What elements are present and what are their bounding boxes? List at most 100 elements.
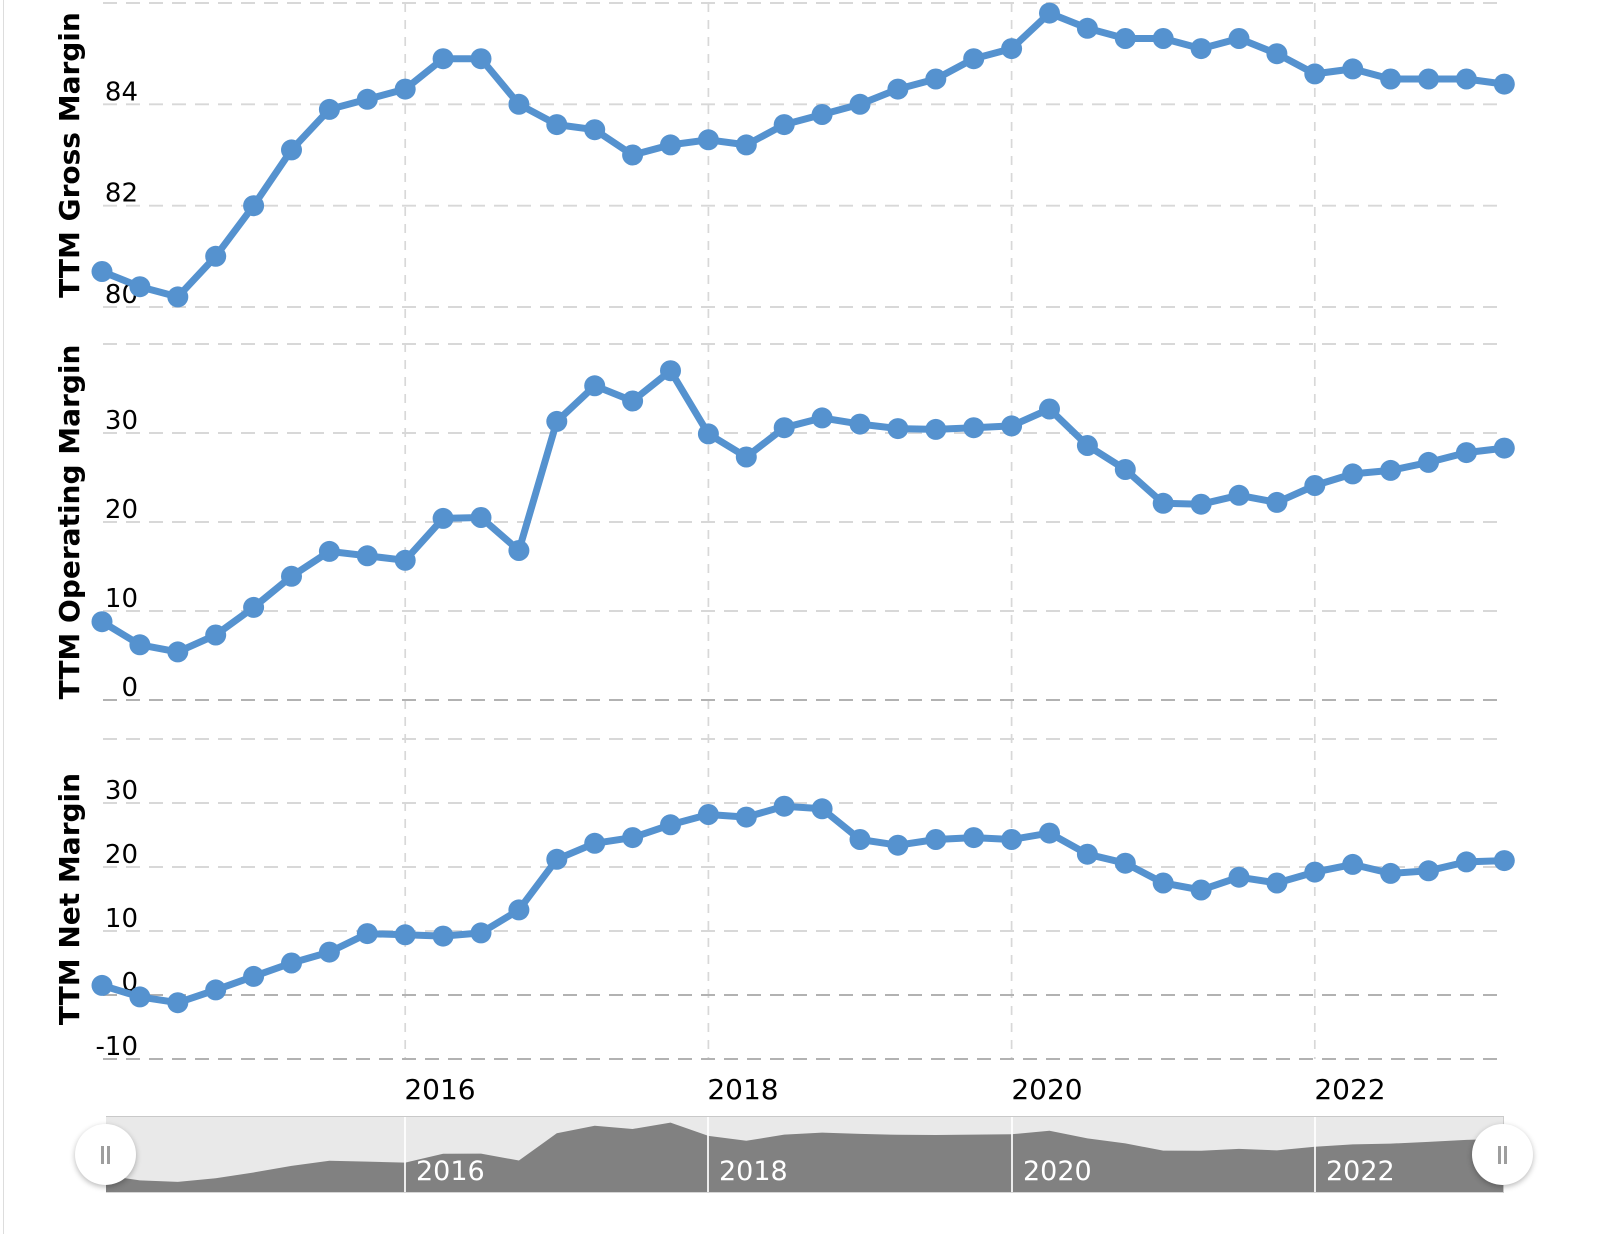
data-point [811,798,833,820]
data-point [1190,493,1212,515]
data-point [1493,73,1515,95]
y-tick-label: 0 [121,673,138,703]
range-navigator[interactable]: 2016 2018 2020 2022 [0,1116,1604,1193]
data-point [546,848,568,870]
operating-margin-axis-title: TTM Operating Margin [53,344,86,700]
data-point [849,413,871,435]
page-left-edge [0,0,4,1234]
data-point [394,78,416,100]
data-point [129,634,151,656]
data-point [1455,851,1477,873]
data-point [887,834,909,856]
data-point [660,814,681,836]
data-point [887,78,909,100]
data-point [963,417,985,439]
data-point [1380,862,1402,884]
navigator-year-label-2022: 2022 [1326,1156,1395,1187]
data-point [1114,459,1136,480]
data-point [356,545,378,567]
navigator-left-handle[interactable] [75,1124,136,1185]
data-point [281,139,302,161]
navigator-right-handle[interactable] [1472,1124,1533,1185]
data-point [1304,63,1326,85]
ttm-operating-margin-chart: 30 20 10 0 [91,343,1515,703]
data-point [773,114,795,136]
data-point [1114,28,1136,49]
y-tick-label: 84 [105,77,138,107]
data-point [167,992,189,1014]
data-point [129,986,151,1008]
navigator-area [106,1122,1503,1192]
navigator-year-label-2018: 2018 [719,1156,788,1187]
data-point [1342,463,1364,485]
data-point [1001,38,1023,60]
navigator-gridline-2016 [404,1117,406,1192]
gross-margin-axis-title: TTM Gross Margin [53,12,86,298]
data-point [470,48,492,70]
data-point [1418,451,1439,473]
data-point [735,134,757,156]
data-point [1304,861,1326,883]
data-point [1039,2,1060,24]
drag-grip-icon [107,1145,110,1164]
data-point [1418,860,1439,882]
data-point [546,410,568,432]
y-tick-label: 82 [105,179,138,209]
data-point [281,952,302,974]
data-point [1152,872,1174,894]
ttm-net-margin-series-line [98,802,1508,1007]
data-point [1001,829,1023,850]
x-axis-year-label-2022: 2022 [1314,1073,1386,1106]
data-point [660,360,681,382]
data-point [167,641,189,663]
navigator-year-label-2020: 2020 [1023,1156,1092,1187]
data-point [356,88,378,110]
data-point [281,565,302,587]
data-point [697,423,719,445]
data-point [735,446,757,468]
data-point [91,611,113,633]
data-point [1266,872,1288,894]
navigator-gridline-2018 [707,1117,709,1192]
data-point [773,417,795,439]
y-tick-label: 30 [105,776,138,806]
data-point [432,507,454,529]
data-point [887,418,909,440]
data-point [318,941,340,963]
data-point [508,540,530,561]
data-point [243,195,265,217]
data-point [1455,442,1477,464]
data-point [1228,28,1250,49]
data-point [697,129,719,151]
data-point [1001,415,1023,437]
data-point [660,134,681,156]
y-tick-label: 20 [105,495,138,525]
data-point [1152,28,1174,49]
x-axis-year-label-2018: 2018 [707,1073,779,1106]
data-point [1076,843,1098,865]
ttm-gross-margin-series-line [98,9,1508,301]
data-point [205,979,227,1001]
data-point [773,795,795,817]
data-point [1076,435,1098,456]
data-point [1266,491,1288,513]
data-point [697,804,719,825]
data-point [963,48,985,70]
data-point [925,829,947,850]
data-point [849,829,871,850]
data-point [356,923,378,945]
navigator-year-label-2016: 2016 [416,1156,485,1187]
y-tick-label: -10 [96,1032,138,1062]
data-point [394,924,416,946]
data-point [811,104,833,125]
drag-grip-icon [1504,1145,1507,1164]
data-point [205,624,227,646]
y-tick-label: 20 [105,840,138,870]
data-point [1380,459,1402,481]
data-point [1342,853,1364,875]
data-point [1304,475,1326,496]
data-point [584,119,606,141]
data-point [925,68,947,90]
